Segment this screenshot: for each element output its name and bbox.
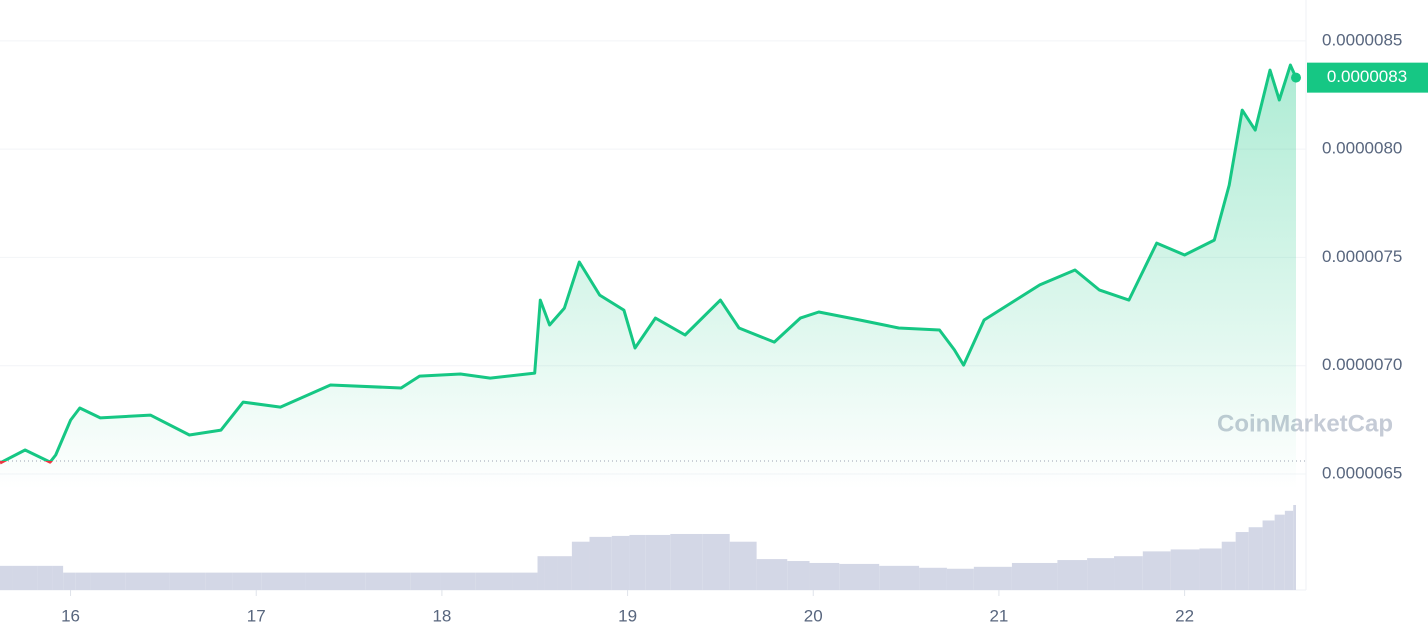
- volume-bar: [557, 556, 572, 590]
- volume-bar: [365, 572, 411, 590]
- volume-bar: [756, 559, 788, 590]
- y-tick-label: 0.0000070: [1322, 355, 1402, 374]
- volume-bar: [809, 562, 840, 590]
- volume-bar: [205, 572, 233, 590]
- volume-bar: [90, 572, 126, 590]
- volume-bar: [589, 536, 612, 590]
- volume-bar: [537, 556, 545, 590]
- volume-bar: [125, 572, 170, 590]
- volume-bar: [946, 568, 960, 590]
- volume-bar: [512, 572, 538, 590]
- volume-bar: [787, 561, 810, 590]
- volume-bar: [919, 567, 947, 590]
- price-tag-label: 0.0000083: [1327, 67, 1407, 86]
- volume-bar: [1170, 549, 1200, 590]
- volume-bar: [1199, 548, 1222, 590]
- volume-bar: [12, 565, 38, 590]
- x-tick-label: 22: [1175, 606, 1194, 625]
- volume-bar: [1087, 558, 1115, 590]
- volume-bar: [75, 572, 91, 590]
- volume-bar: [670, 533, 703, 590]
- volume-bar: [571, 541, 590, 590]
- x-tick-label: 16: [61, 606, 80, 625]
- y-tick-label: 0.0000080: [1322, 139, 1402, 158]
- volume-bar: [702, 533, 730, 590]
- y-tick-label: 0.0000085: [1322, 30, 1402, 49]
- volume-bar: [879, 565, 920, 590]
- volume-bar: [544, 556, 558, 590]
- volume-bar: [611, 535, 630, 590]
- price-area: [0, 65, 1296, 490]
- y-tick-label: 0.0000075: [1322, 247, 1402, 266]
- volume-bar: [305, 572, 366, 590]
- volume-bar: [475, 572, 513, 590]
- volume-bar: [1262, 520, 1275, 590]
- y-tick-label: 0.0000065: [1322, 464, 1402, 483]
- x-tick-label: 18: [432, 606, 451, 625]
- x-tick-label: 17: [247, 606, 266, 625]
- volume-bar: [729, 541, 757, 590]
- volume-bar: [0, 565, 13, 590]
- volume-bar: [1235, 532, 1249, 590]
- volume-bar: [645, 534, 671, 590]
- volume-bar: [169, 572, 206, 590]
- volume-bar: [959, 568, 974, 590]
- x-tick-label: 21: [989, 606, 1008, 625]
- price-line: [0, 63, 1298, 462]
- volume-bar: [232, 572, 262, 590]
- volume-bar: [410, 572, 441, 590]
- volume-bar: [1284, 510, 1294, 590]
- volume-bar: [1142, 551, 1171, 590]
- price-tag: [1307, 62, 1428, 93]
- volume-bar: [1274, 514, 1285, 590]
- x-tick-label: 20: [804, 606, 823, 625]
- volume-bar: [52, 565, 64, 590]
- volume-bar: [440, 572, 476, 590]
- volume-bar: [261, 572, 306, 590]
- volume-bar: [973, 566, 1012, 590]
- volume-bar: [37, 565, 53, 590]
- current-point: [1291, 72, 1301, 83]
- volume-bar: [1057, 560, 1088, 590]
- volume-bar: [63, 572, 76, 590]
- x-tick-label: 19: [618, 606, 637, 625]
- volume-bar: [1293, 505, 1296, 590]
- volume-bar: [1221, 541, 1236, 590]
- volume-bar: [1248, 527, 1263, 590]
- volume-bar: [839, 563, 880, 590]
- volume-bar: [1114, 556, 1143, 590]
- volume-bar: [629, 534, 646, 590]
- volume-bar: [1011, 562, 1058, 590]
